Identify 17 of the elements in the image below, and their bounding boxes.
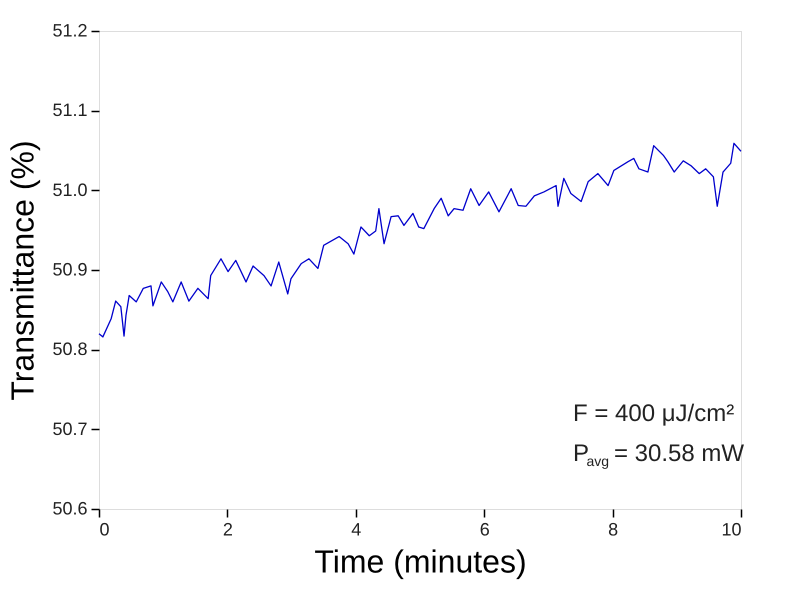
x-tick-label: 4 <box>351 520 362 540</box>
x-tick-label: 2 <box>222 520 233 540</box>
y-tick-label: 51.0 <box>52 180 88 200</box>
x-tick-label: 8 <box>608 520 618 540</box>
y-tick-label: 50.9 <box>52 260 88 280</box>
y-tick-label: 50.6 <box>52 498 88 518</box>
y-tick-label: 51.1 <box>52 100 88 120</box>
x-tick-label: 10 <box>721 520 742 540</box>
y-tick-label: 51.2 <box>52 20 88 40</box>
y-tick-label: 50.8 <box>52 339 88 360</box>
annotation: F = 400 μJ/cm² <box>573 400 734 427</box>
x-tick-label: 0 <box>100 520 110 540</box>
x-axis-title: Time (minutes) <box>314 544 527 580</box>
x-tick-label: 6 <box>480 520 490 540</box>
y-axis-title: Transmittance (%) <box>4 140 40 401</box>
y-tick-label: 50.7 <box>52 418 88 439</box>
line-series <box>98 142 742 338</box>
